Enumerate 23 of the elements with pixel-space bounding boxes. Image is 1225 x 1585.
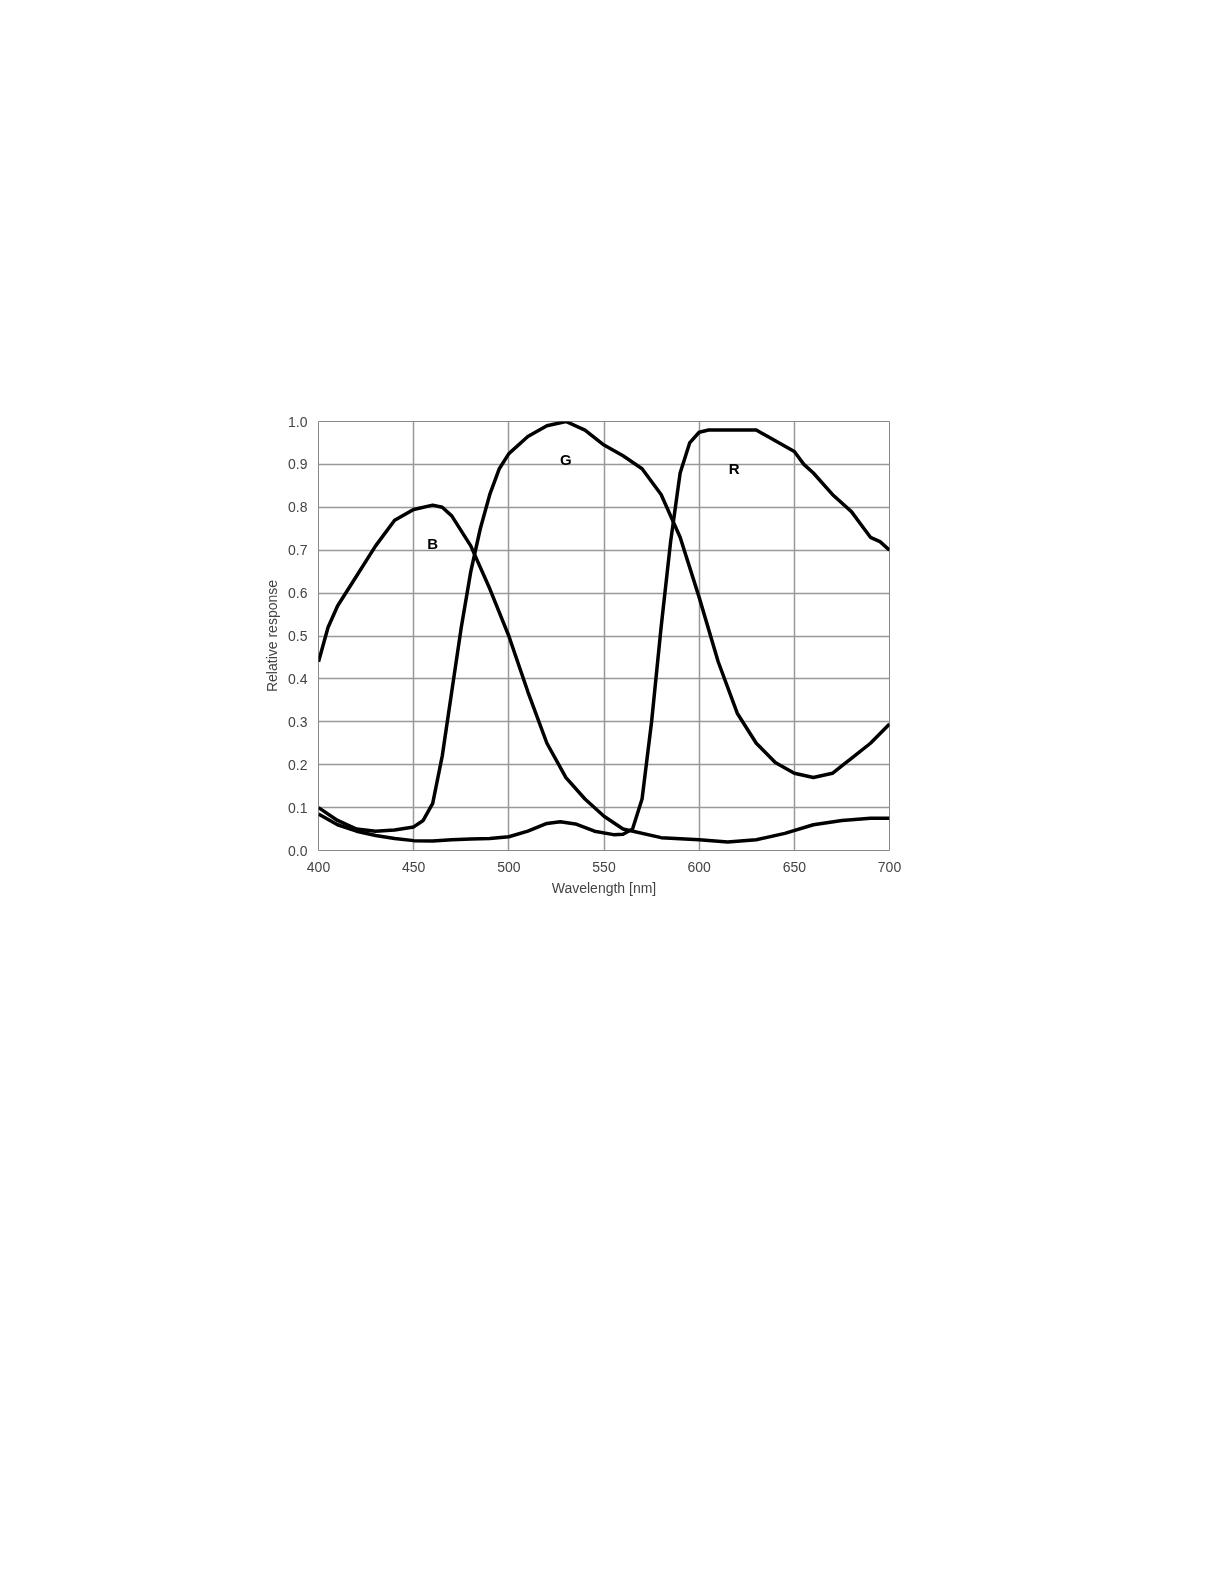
y-tick-label: 0.7 — [288, 542, 308, 559]
x-tick-label: 600 — [687, 858, 712, 875]
series-label: R — [728, 459, 740, 477]
y-tick-label: 0.4 — [288, 670, 308, 687]
y-tick-label: 0.0 — [288, 842, 308, 859]
x-tick-label: 700 — [877, 858, 902, 875]
x-tick-label: 500 — [497, 858, 521, 875]
y-tick-label: 0.2 — [288, 756, 308, 773]
series-label: B — [427, 534, 439, 552]
y-tick-label: 0.1 — [288, 799, 308, 816]
x-tick-label: 550 — [592, 858, 616, 875]
x-tick-label: 650 — [782, 858, 807, 875]
x-tick-label: 400 — [306, 858, 331, 875]
y-tick-label: 0.6 — [288, 585, 308, 602]
x-tick-label: 450 — [401, 858, 426, 875]
y-tick-label: 1.0 — [288, 413, 308, 430]
y-axis-title: Relative response — [264, 579, 281, 693]
y-tick-label: 0.8 — [288, 499, 308, 516]
series-label: G — [560, 451, 572, 468]
y-tick-label: 0.5 — [288, 628, 308, 644]
y-tick-label: 0.9 — [288, 456, 308, 473]
x-axis-title: Wavelength [nm] — [551, 879, 657, 896]
y-tick-label: 0.3 — [288, 713, 308, 730]
